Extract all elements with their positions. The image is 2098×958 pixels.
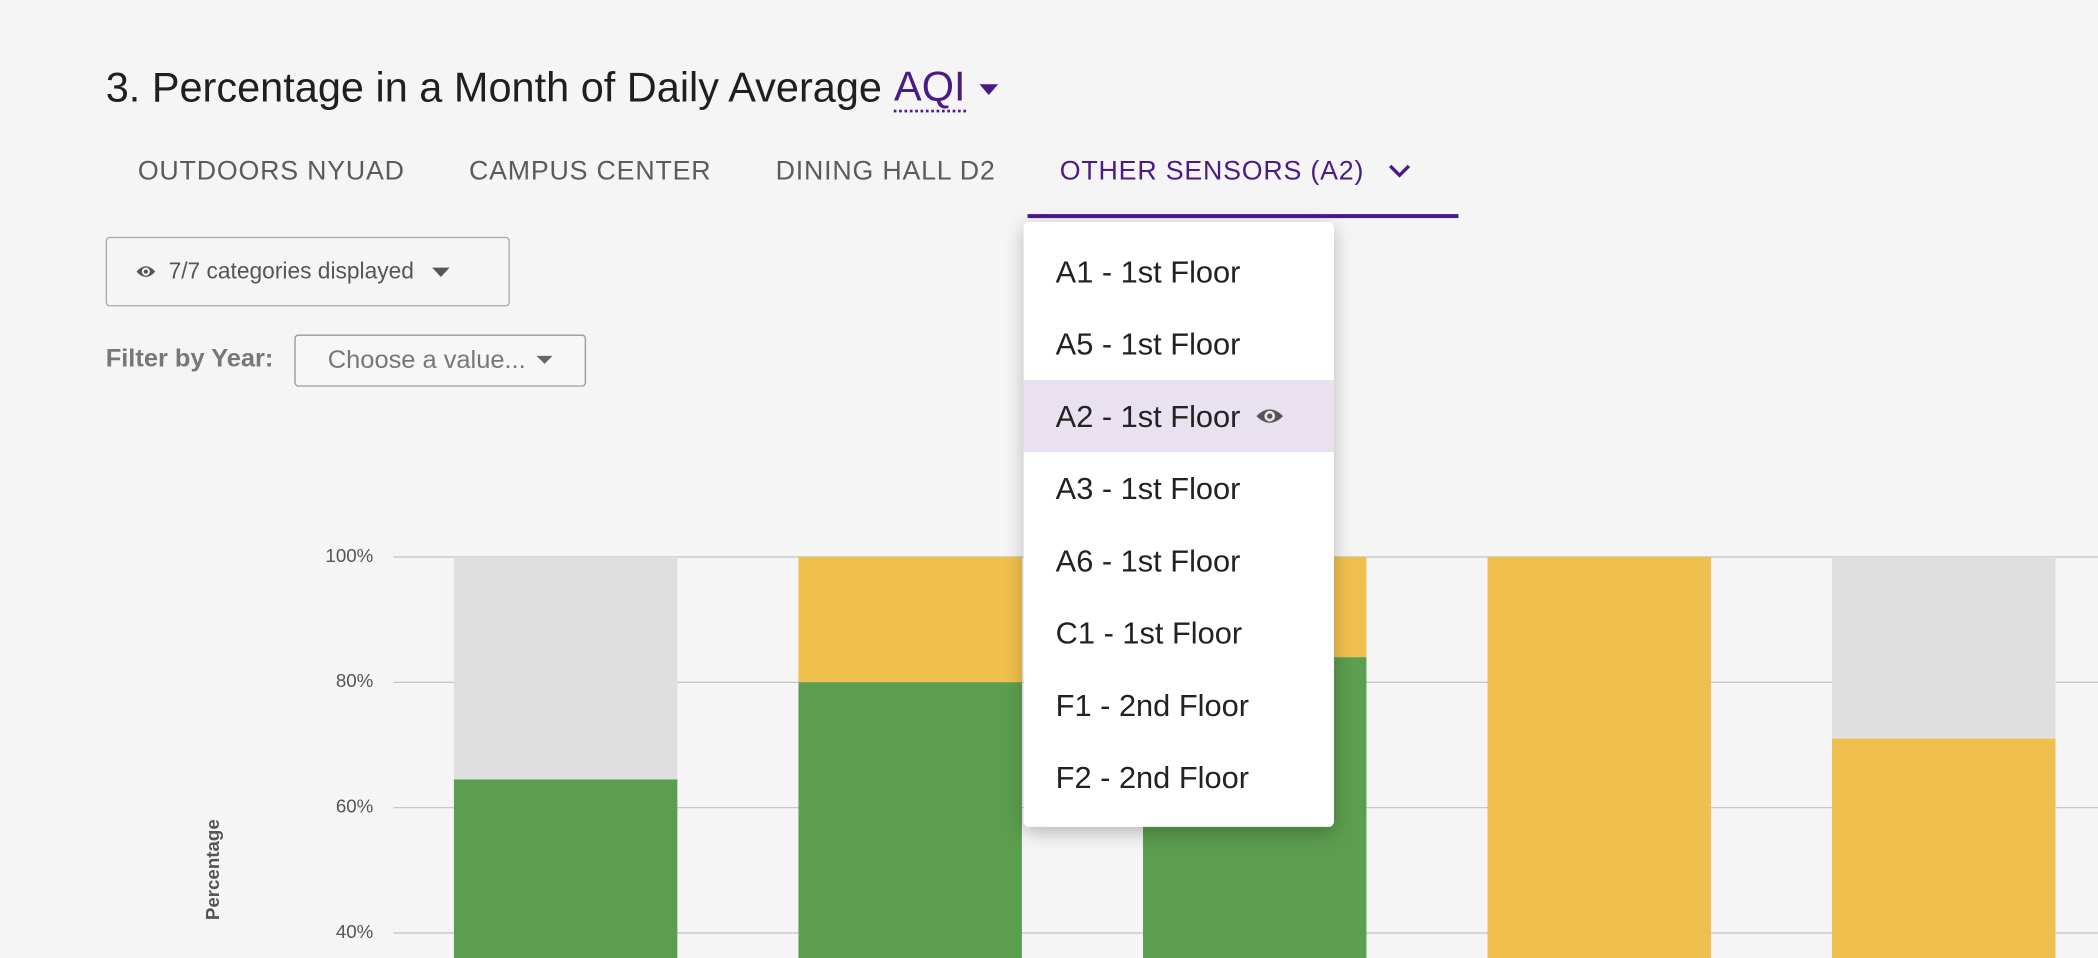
tab-label: DINING HALL D2 xyxy=(775,155,996,186)
tab[interactable]: CAMPUS CENTER xyxy=(437,128,744,214)
metric-selector[interactable]: AQI xyxy=(894,64,966,113)
categories-button[interactable]: 7/7 categories displayed xyxy=(105,236,510,307)
menu-item[interactable]: F2 - 2nd Floor xyxy=(1024,741,1334,813)
menu-item[interactable]: F1 - 2nd Floor xyxy=(1024,669,1334,741)
menu-item-label: F1 - 2nd Floor xyxy=(1055,687,1249,722)
menu-item[interactable]: C1 - 1st Floor xyxy=(1024,597,1334,669)
tab-label: CAMPUS CENTER xyxy=(469,155,712,186)
tab-bar: OUTDOORS NYUAD CAMPUS CENTER DINING HALL D… xyxy=(106,128,1458,219)
menu-item[interactable]: A2 - 1st Floor xyxy=(1023,379,1334,453)
bar-segment xyxy=(453,779,678,958)
y-tick-label: 100% xyxy=(325,545,373,566)
menu-item[interactable]: A1 - 1st Floor xyxy=(1024,235,1334,307)
section-title: 3. Percentage in a Month of Daily Averag… xyxy=(105,64,1003,113)
tab[interactable]: OUTDOORS NYUAD xyxy=(106,128,437,214)
y-tick-label: 60% xyxy=(336,796,373,817)
year-select[interactable]: Choose a value... xyxy=(294,334,587,387)
chevron-icon xyxy=(1388,164,1410,178)
filter-label: Filter by Year: xyxy=(105,345,274,374)
bar-segment xyxy=(453,556,678,780)
y-tick-label: 40% xyxy=(336,921,373,942)
menu-item[interactable]: A6 - 1st Floor xyxy=(1024,524,1334,596)
menu-item-label: A2 - 1st Floor xyxy=(1055,398,1241,433)
bar-segment xyxy=(1487,556,1711,958)
tab[interactable]: DINING HALL D2 xyxy=(744,128,1028,214)
menu-item[interactable]: A3 - 1st Floor xyxy=(1024,452,1334,524)
menu-item-label: A6 - 1st Floor xyxy=(1055,542,1241,578)
y-tick-label: 80% xyxy=(336,670,373,691)
sensor-menu: A1 - 1st Floor A5 - 1st Floor A2 - 1st Flo… xyxy=(1023,222,1334,827)
bar-segment xyxy=(1832,738,2056,958)
menu-item-label: F2 - 2nd Floor xyxy=(1055,759,1249,795)
bar-segment xyxy=(798,556,1022,683)
tab-label: OUTDOORS NYUAD xyxy=(137,155,405,186)
eye-icon xyxy=(1256,409,1284,423)
eye-icon xyxy=(136,266,156,277)
caret-icon xyxy=(536,355,553,364)
menu-item-label: C1 - 1st Floor xyxy=(1055,614,1243,650)
tab-label: OTHER SENSORS (A2) xyxy=(1059,155,1365,186)
menu-item-label: A1 - 1st Floor xyxy=(1055,253,1241,289)
caret-icon xyxy=(432,267,451,277)
tab[interactable]: OTHER SENSORS (A2) xyxy=(1027,128,1458,219)
button-text: 7/7 categories displayed xyxy=(168,258,414,284)
bar-segment xyxy=(1832,556,2056,739)
bar-segment xyxy=(798,682,1022,958)
menu-item-label: A3 - 1st Floor xyxy=(1055,470,1241,506)
select-placeholder: Choose a value... xyxy=(327,345,526,374)
menu-item[interactable]: A5 - 1st Floor xyxy=(1024,308,1334,380)
menu-item-label: A5 - 1st Floor xyxy=(1055,325,1241,361)
caret-icon[interactable] xyxy=(965,75,1002,102)
y-axis-label: Percentage xyxy=(202,819,223,920)
title-text: 3. Percentage in a Month of Daily Averag… xyxy=(105,64,882,112)
